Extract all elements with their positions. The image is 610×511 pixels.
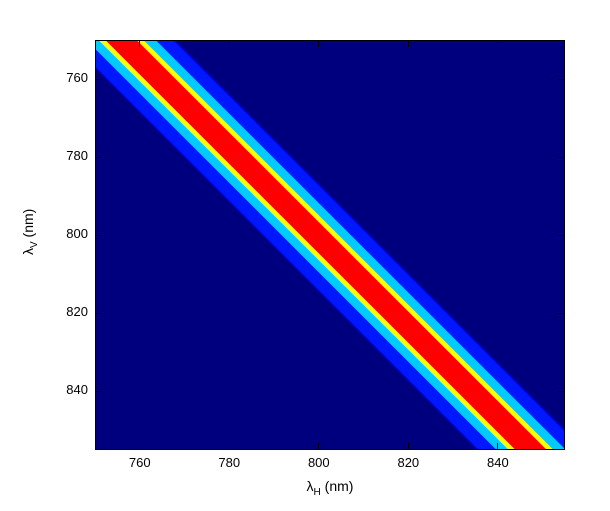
y-tick-mark-right [558, 313, 564, 314]
x-tick-mark-top [139, 41, 140, 47]
x-tick-label: 820 [388, 455, 428, 470]
y-tick-mark [96, 313, 102, 314]
x-tick-mark-top [497, 41, 498, 47]
x-tick-label: 780 [209, 455, 249, 470]
x-axis-label: λH (nm) [95, 478, 565, 498]
x-tick-mark [229, 443, 230, 449]
y-tick-mark-right [558, 157, 564, 158]
y-tick-label: 820 [50, 304, 88, 319]
x-tick-mark [497, 443, 498, 449]
y-tick-mark [96, 79, 102, 80]
x-tick-label: 760 [120, 455, 160, 470]
x-tick-mark [318, 443, 319, 449]
y-tick-mark [96, 235, 102, 236]
x-tick-label: 800 [299, 455, 339, 470]
heatmap-stripes [96, 41, 564, 449]
y-tick-label: 760 [50, 70, 88, 85]
x-tick-mark-top [318, 41, 319, 47]
plot-area [95, 40, 565, 450]
y-tick-mark [96, 157, 102, 158]
y-tick-label: 800 [50, 226, 88, 241]
y-tick-mark-right [558, 79, 564, 80]
y-tick-mark [96, 391, 102, 392]
x-tick-mark-top [229, 41, 230, 47]
y-tick-label: 780 [50, 148, 88, 163]
x-tick-mark-top [408, 41, 409, 47]
y-axis-label-text: λV (nm) [20, 209, 40, 255]
figure: λV (nm) λH (nm) 760 780 800 820 840 760 780 800… [0, 0, 610, 511]
x-tick-mark [408, 443, 409, 449]
y-tick-label: 840 [50, 382, 88, 397]
x-tick-label: 840 [478, 455, 518, 470]
y-axis-label: λV (nm) [20, 235, 40, 255]
y-tick-mark-right [558, 391, 564, 392]
y-tick-mark-right [558, 235, 564, 236]
x-tick-mark [139, 443, 140, 449]
